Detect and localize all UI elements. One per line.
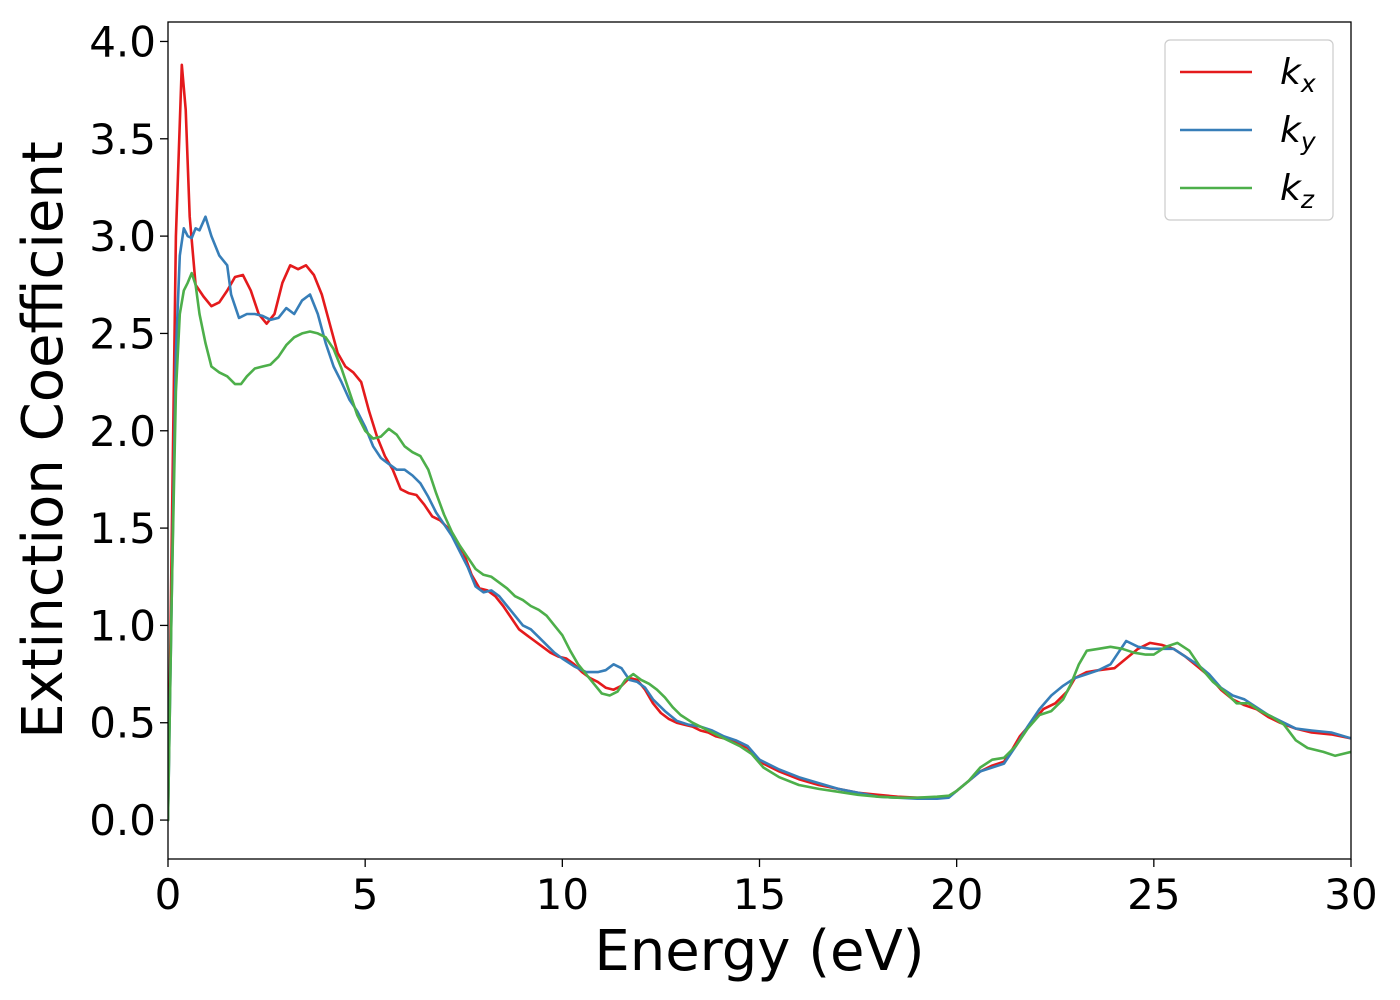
y-tick-label: 0.0 [89,796,156,845]
y-tick-label: 3.5 [89,115,156,164]
x-tick-label: 20 [930,870,983,919]
y-tick-label: 0.5 [89,699,156,748]
x-tick-label: 25 [1127,870,1180,919]
y-tick-label: 2.0 [89,407,156,456]
legend: kx ky kz [1164,39,1334,221]
y-tick-label: 2.5 [89,309,156,358]
y-axis-title: Extinction Coefficient [11,141,76,739]
legend-label-kz: kz [1280,168,1315,214]
series-layer [168,63,1351,822]
y-tick-label: 1.0 [89,601,156,650]
legend-label-ky: ky [1280,110,1317,156]
x-tick-label: 10 [536,870,589,919]
y-axis: 0.0 0.5 1.0 1.5 2.0 2.5 3.0 3.5 4.0 [89,17,168,845]
legend-label-kx: kx [1280,52,1316,98]
y-tick-label: 4.0 [89,17,156,66]
series-line-ky [168,215,1351,822]
y-tick-label: 3.0 [89,212,156,261]
series-line-kz [168,271,1351,822]
x-axis-title: Energy (eV) [594,919,924,984]
x-axis: 0 5 10 15 20 25 30 [155,859,1378,919]
x-tick-label: 30 [1324,870,1377,919]
x-tick-label: 5 [352,870,379,919]
x-tick-label: 0 [155,870,182,919]
y-tick-label: 1.5 [89,504,156,553]
x-tick-label: 15 [733,870,786,919]
